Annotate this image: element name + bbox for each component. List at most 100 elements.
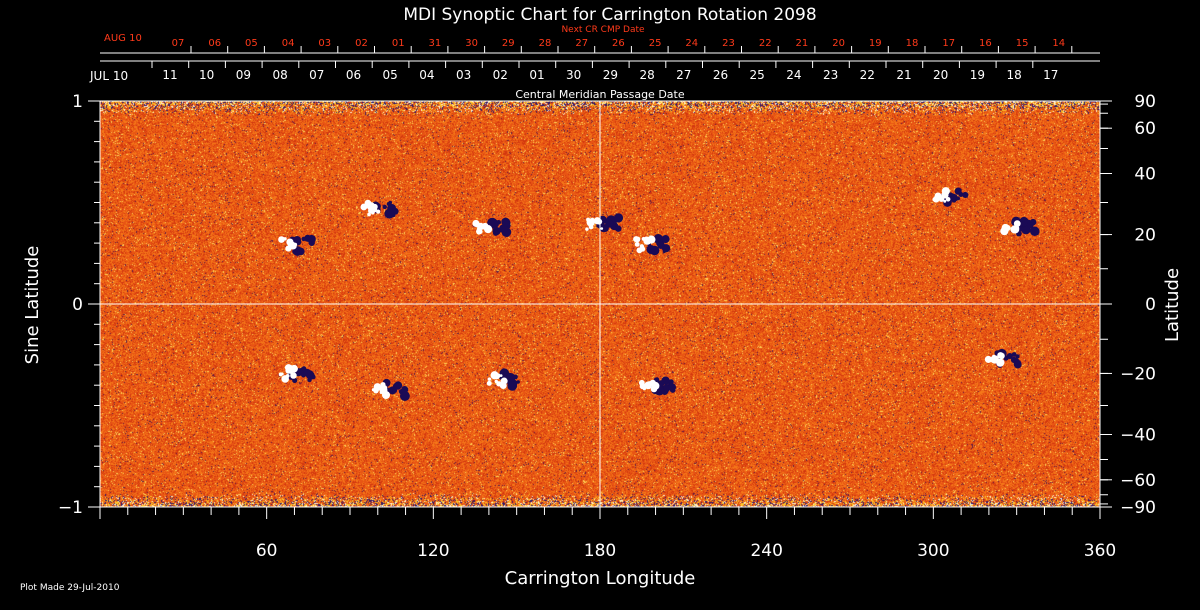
positive-polarity-patch xyxy=(997,358,1005,366)
active-region xyxy=(371,378,410,401)
positive-polarity-patch xyxy=(941,187,950,196)
cmp-date-label: 09 xyxy=(236,68,251,82)
y-right-tick-label: 40 xyxy=(1134,165,1156,185)
next-cr-date-label: 04 xyxy=(282,38,295,49)
negative-polarity-patch xyxy=(501,217,510,227)
positive-polarity-patch xyxy=(644,381,653,390)
cmp-date-label: 21 xyxy=(896,68,911,82)
positive-polarity-patch xyxy=(478,224,484,230)
next-cr-date-label: 14 xyxy=(1052,38,1065,49)
negative-polarity-patch xyxy=(384,208,395,219)
positive-polarity-patch xyxy=(932,197,937,202)
cmp-date-label: 04 xyxy=(419,68,434,82)
y-right-tick-label: −60 xyxy=(1120,471,1156,491)
negative-polarity-patch xyxy=(1027,219,1031,224)
plot-axes: 60 120 180 240 300 360 1 0 −1 90 60 40 20 0 −20 −40 −60 −… xyxy=(58,92,1156,561)
negative-polarity-patch xyxy=(662,249,666,254)
x-tick-label: 300 xyxy=(917,541,949,561)
cmp-date-label: 26 xyxy=(713,68,728,82)
negative-polarity-patch xyxy=(392,388,398,393)
cmp-date-label: 23 xyxy=(823,68,838,82)
positive-polarity-patch xyxy=(486,380,492,386)
negative-polarity-patch xyxy=(648,245,652,249)
negative-polarity-patch xyxy=(401,386,409,393)
cmp-start-label: JUL 10 xyxy=(89,69,128,83)
next-cr-date-label: 07 xyxy=(172,38,185,49)
x-tick-label: 180 xyxy=(584,541,616,561)
positive-polarity-patch xyxy=(1015,221,1019,224)
positive-polarity-patch xyxy=(484,225,493,234)
positive-polarity-patch xyxy=(360,203,368,211)
positive-polarity-patch xyxy=(477,229,483,235)
negative-polarity-patch xyxy=(386,202,391,206)
negative-polarity-patch xyxy=(1011,352,1017,357)
next-cr-date-label: 26 xyxy=(612,38,625,49)
next-cr-date-label: 17 xyxy=(942,38,955,49)
active-region xyxy=(472,217,512,237)
next-cr-axis: 07 06 05 04 03 02 01 31 30 29 28 27 26 25 24 23 22 21 20 19… xyxy=(100,38,1100,54)
negative-polarity-patch xyxy=(306,369,312,375)
cmp-date-label: 20 xyxy=(933,68,948,82)
y-axis-left-title: Sine Latitude xyxy=(22,246,43,365)
positive-polarity-patch xyxy=(643,236,649,241)
active-region xyxy=(633,234,671,256)
chart-title: MDI Synoptic Chart for Carrington Rotati… xyxy=(403,5,816,25)
negative-polarity-patch xyxy=(516,380,520,384)
cmp-date-label: 25 xyxy=(750,68,765,82)
positive-polarity-patch xyxy=(290,372,297,379)
positive-polarity-patch xyxy=(1003,224,1011,232)
y-right-tick-label: 0 xyxy=(1145,295,1156,315)
positive-polarity-patch xyxy=(290,364,298,373)
x-tick-label: 60 xyxy=(256,541,278,561)
active-region xyxy=(1000,216,1040,237)
positive-polarity-patch xyxy=(647,235,656,244)
positive-polarity-patch xyxy=(651,381,660,390)
active-region xyxy=(486,368,520,391)
cmp-date-label: 01 xyxy=(529,68,544,82)
positive-polarity-patch xyxy=(499,374,503,377)
next-cr-date-label: 01 xyxy=(392,38,405,49)
active-regions xyxy=(278,187,1040,401)
positive-polarity-patch xyxy=(381,384,388,391)
active-region xyxy=(932,187,969,207)
negative-polarity-patch xyxy=(382,204,387,210)
cmp-date-label: 27 xyxy=(676,68,691,82)
negative-polarity-patch xyxy=(506,373,516,383)
positive-polarity-patch xyxy=(281,375,289,383)
next-cr-date-label: 24 xyxy=(685,38,698,49)
cmp-date-label: 11 xyxy=(162,68,177,82)
next-cr-date-label: 19 xyxy=(869,38,882,49)
x-tick-label: 120 xyxy=(417,541,449,561)
negative-polarity-patch xyxy=(1019,216,1029,227)
positive-polarity-patch xyxy=(1011,225,1020,234)
cmp-date-label: 03 xyxy=(456,68,471,82)
negative-polarity-patch xyxy=(1018,226,1025,232)
positive-polarity-patch xyxy=(487,377,492,381)
positive-polarity-patch xyxy=(640,246,646,252)
cmp-date-label: 28 xyxy=(639,68,654,82)
positive-polarity-patch xyxy=(634,241,640,247)
positive-polarity-patch xyxy=(472,219,480,227)
next-cr-date-label: 28 xyxy=(539,38,552,49)
cmp-date-label: 22 xyxy=(860,68,875,82)
negative-polarity-patch xyxy=(307,234,316,244)
active-region xyxy=(278,364,316,383)
next-cr-date-label: 05 xyxy=(245,38,258,49)
positive-polarity-patch xyxy=(285,245,292,252)
negative-polarity-patch xyxy=(1029,226,1040,237)
positive-polarity-patch xyxy=(499,382,507,390)
next-cr-date-label: 23 xyxy=(722,38,735,49)
positive-polarity-patch xyxy=(278,372,283,377)
next-cr-axis-label: Next CR CMP Date xyxy=(561,25,645,35)
cmp-date-label: 08 xyxy=(272,68,287,82)
negative-polarity-patch xyxy=(499,224,508,233)
negative-polarity-patch xyxy=(492,230,499,236)
positive-polarity-patch xyxy=(278,236,285,243)
y-axis-right-title: Latitude xyxy=(1162,268,1183,342)
cmp-axis: 11 10 09 08 07 06 05 04 03 02 01 30 29 28 27 26 25 24 23 22… xyxy=(100,60,1100,82)
negative-polarity-patch xyxy=(292,377,298,383)
next-cr-date-label: 27 xyxy=(575,38,588,49)
next-cr-date-label: 31 xyxy=(429,38,442,49)
next-cr-date-label: 02 xyxy=(355,38,368,49)
positive-polarity-patch xyxy=(596,218,603,225)
